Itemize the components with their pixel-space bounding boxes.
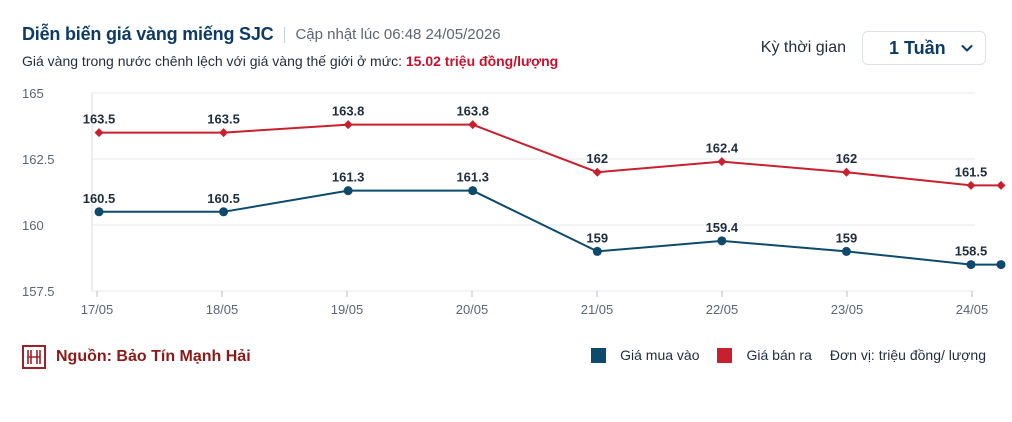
source-text: Nguồn: Bảo Tín Mạnh Hải	[56, 348, 251, 365]
period-label: Kỳ thời gian	[760, 39, 846, 56]
data-label: 162	[586, 151, 608, 166]
y-tick-label: 165	[22, 86, 44, 101]
data-label: 159	[586, 230, 608, 245]
data-point	[966, 260, 976, 270]
data-point	[343, 186, 353, 196]
legend-label-buy: Giá mua vào	[620, 347, 700, 363]
legend-item-buy[interactable]: Giá mua vào	[591, 347, 699, 363]
data-label: 163.5	[83, 112, 116, 127]
y-tick-label: 160	[22, 218, 44, 233]
chevron-down-icon	[961, 45, 973, 52]
data-label: 162.4	[706, 141, 739, 156]
data-point	[94, 207, 104, 217]
price-gap-label: Giá vàng trong nước chênh lệch với giá v…	[22, 53, 402, 69]
legend-label-sell: Giá bán ra	[746, 347, 812, 363]
data-point	[841, 167, 851, 177]
data-label: 160.5	[207, 191, 240, 206]
x-tick-label: 18/05	[206, 302, 239, 317]
data-label: 161.3	[456, 170, 489, 185]
source-block: Nguồn: Bảo Tín Mạnh Hải	[22, 345, 251, 369]
data-label: 163.5	[207, 112, 240, 127]
data-label: 163.8	[332, 104, 365, 119]
brand-logo-icon	[22, 345, 46, 369]
data-point	[468, 186, 478, 196]
period-select[interactable]: 1 Tuần	[862, 31, 986, 65]
data-point	[717, 157, 727, 167]
data-point	[219, 128, 229, 138]
legend-swatch-sell	[717, 347, 733, 363]
data-label: 160.5	[83, 191, 116, 206]
data-point	[468, 120, 478, 130]
series-line	[99, 123, 1001, 187]
legend-item-sell[interactable]: Giá bán ra	[717, 347, 812, 363]
data-point	[996, 180, 1006, 190]
data-point	[219, 207, 229, 217]
x-tick-label: 20/05	[456, 302, 489, 317]
x-tick-label: 21/05	[581, 302, 614, 317]
x-tick-label: 24/05	[956, 302, 989, 317]
title-row: Diễn biến giá vàng miếng SJC Cập nhật lú…	[22, 24, 558, 45]
data-label: 159.4	[706, 220, 739, 235]
data-label: 161.5	[955, 164, 988, 179]
data-label: 158.5	[955, 244, 988, 259]
x-tick-label: 23/05	[831, 302, 864, 317]
chart-header: Diễn biến giá vàng miếng SJC Cập nhật lú…	[22, 24, 558, 69]
chart-title: Diễn biến giá vàng miếng SJC	[22, 24, 274, 44]
x-tick-label: 22/05	[706, 302, 739, 317]
legend-swatch-buy	[591, 347, 607, 363]
data-point	[592, 167, 602, 177]
y-tick-label: 162.5	[22, 152, 55, 167]
period-selected-value: 1 Tuần	[889, 37, 946, 58]
price-gap-note: Giá vàng trong nước chênh lệch với giá v…	[22, 53, 558, 69]
data-point	[966, 180, 976, 190]
data-label: 163.8	[456, 104, 489, 119]
data-point	[94, 128, 104, 138]
unit-note: Đơn vị: triệu đồng/ lượng	[829, 347, 986, 363]
y-tick-label: 157.5	[22, 284, 55, 299]
data-point	[841, 246, 851, 256]
data-label: 161.3	[332, 170, 365, 185]
x-tick-label: 19/05	[331, 302, 364, 317]
price-line-chart: 157.5 160 162.5 165 17/05 18/05 19/05 20/05 21/0…	[22, 86, 1006, 317]
data-point	[592, 246, 602, 256]
chart-legend: Giá mua vào Giá bán ra Đơn vị: triệu đồn…	[591, 347, 986, 363]
updated-time: Cập nhật lúc 06:48 24/05/2026	[295, 26, 501, 43]
data-point	[343, 120, 353, 130]
x-tick-label: 17/05	[81, 302, 114, 317]
data-label: 159	[836, 230, 858, 245]
period-picker: Kỳ thời gian 1 Tuần	[761, 31, 986, 65]
data-point	[996, 260, 1006, 270]
data-label: 162	[836, 151, 858, 166]
title-divider	[284, 26, 286, 43]
price-gap-value: 15.02 triệu đồng/lượng	[405, 53, 559, 69]
data-point	[717, 236, 727, 246]
